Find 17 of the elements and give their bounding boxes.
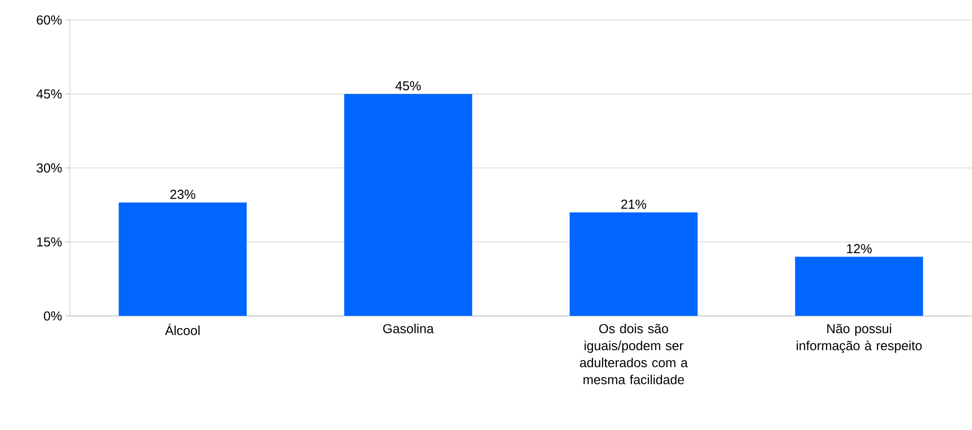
bar: [570, 212, 698, 316]
y-tick-label: 45%: [36, 89, 62, 99]
x-tick-label: Álcool: [165, 324, 200, 336]
bar: [795, 256, 924, 316]
data-label: 45%: [395, 81, 421, 90]
data-label: 21%: [621, 200, 646, 209]
bar: [118, 202, 247, 316]
x-tick-label: Os dois são iguais/podem ser adulterados com a mesma facilidade: [580, 324, 688, 384]
x-tick-label: Gasolina: [383, 324, 434, 334]
x-tick-label: Não possui informação à respeito: [796, 324, 922, 353]
y-tick-label: 30%: [36, 163, 62, 173]
data-label: 23%: [170, 190, 196, 199]
data-label: 12%: [847, 244, 872, 254]
y-tick-label: 60%: [36, 15, 62, 25]
y-tick-label: 0%: [44, 311, 62, 321]
bar: [344, 94, 472, 316]
y-tick-label: 15%: [37, 237, 62, 247]
